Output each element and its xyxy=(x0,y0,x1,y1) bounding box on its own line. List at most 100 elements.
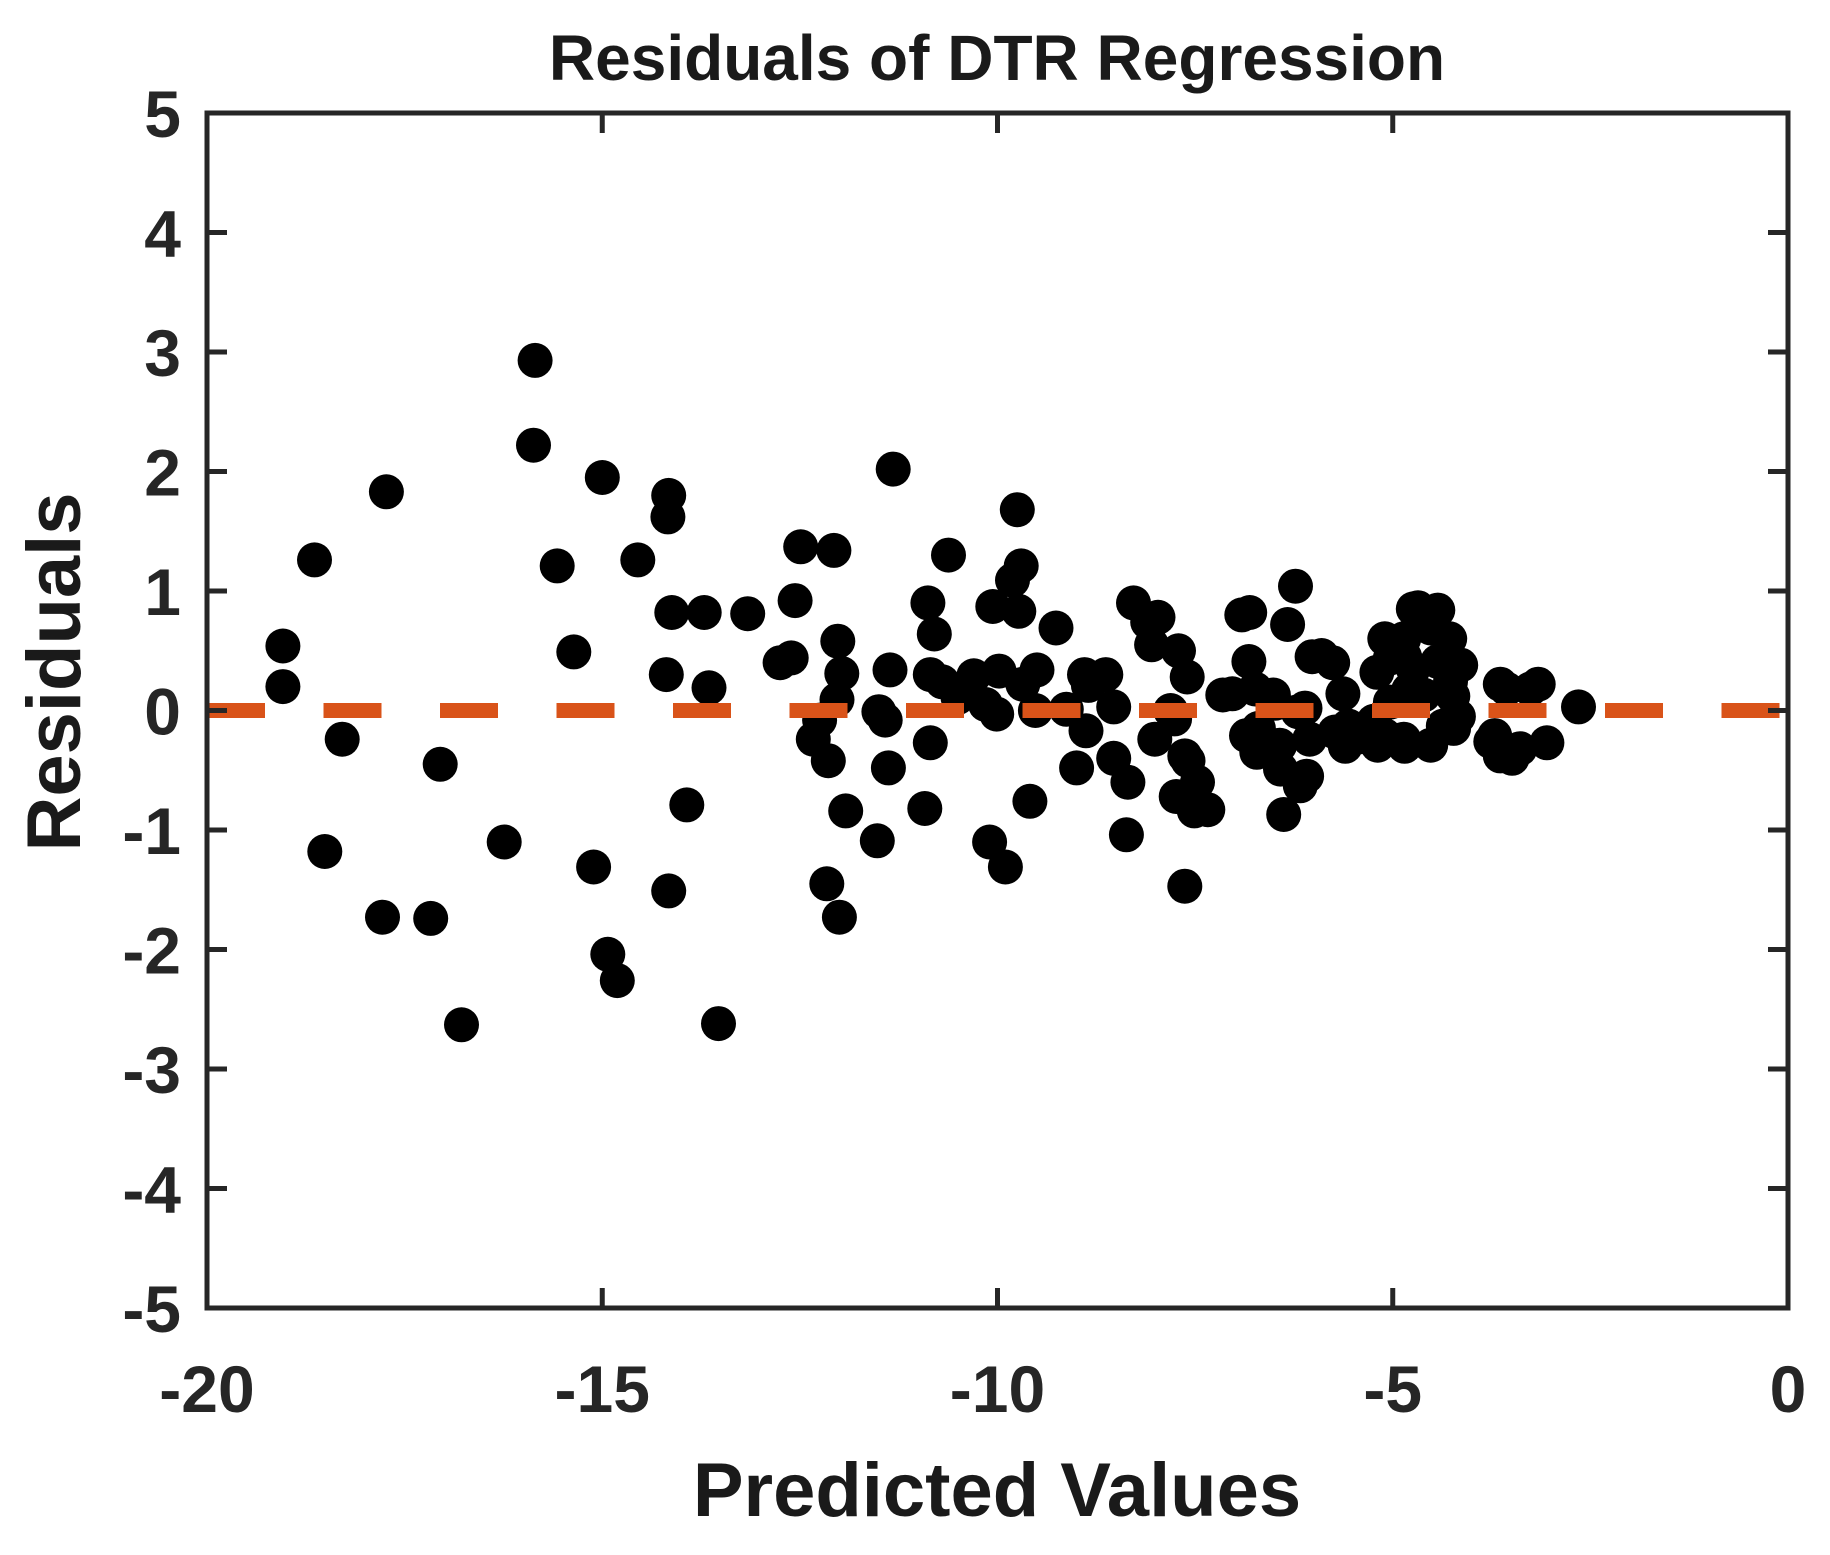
scatter-point xyxy=(1440,699,1476,734)
scatter-point xyxy=(651,873,687,909)
scatter-point xyxy=(979,696,1015,732)
y-tick-label: -1 xyxy=(122,794,181,868)
scatter-point xyxy=(307,834,343,869)
scatter-point xyxy=(1088,657,1124,693)
x-tick-label: -20 xyxy=(159,1352,254,1426)
y-tick-label: 2 xyxy=(144,436,181,510)
scatter-point xyxy=(1387,728,1423,764)
scatter-point xyxy=(620,542,656,578)
scatter-point xyxy=(987,849,1023,885)
y-tick-label: 0 xyxy=(144,675,181,749)
scatter-point xyxy=(556,634,592,670)
y-tick-label: -4 xyxy=(122,1153,181,1227)
scatter-point xyxy=(972,824,1008,860)
scatter-point xyxy=(1325,676,1361,712)
scatter-point xyxy=(1502,731,1538,767)
scatter-point xyxy=(820,623,856,659)
scatter-point xyxy=(1110,764,1146,800)
scatter-point xyxy=(654,595,690,630)
y-tick-label: -3 xyxy=(122,1033,181,1107)
scatter-point xyxy=(648,657,684,693)
x-tick-label: -15 xyxy=(555,1352,650,1426)
x-axis-label: Predicted Values xyxy=(693,1448,1301,1533)
scatter-point xyxy=(324,721,360,757)
scatter-point xyxy=(1059,750,1095,786)
y-axis-label: Residuals xyxy=(12,492,97,851)
scatter-point xyxy=(1231,644,1267,679)
scatter-point xyxy=(1169,659,1205,695)
scatter-point xyxy=(809,866,845,902)
scatter-point xyxy=(1108,817,1144,853)
scatter-point xyxy=(1529,725,1565,761)
y-tick-label: -2 xyxy=(122,914,181,988)
y-tick-label: 3 xyxy=(144,316,181,390)
scatter-point xyxy=(413,900,449,936)
scatter-point xyxy=(1140,599,1176,635)
scatter-point xyxy=(590,936,626,972)
scatter-point xyxy=(650,499,686,535)
scatter-point xyxy=(297,542,332,578)
scatter-point xyxy=(816,532,852,568)
scatter-point xyxy=(907,791,943,826)
x-tick-label: -5 xyxy=(1363,1352,1422,1426)
scatter-point xyxy=(1012,783,1048,819)
scatter-point xyxy=(516,427,551,463)
y-axis-ticks xyxy=(207,110,1788,1311)
scatter-point xyxy=(444,1007,479,1043)
scatter-point xyxy=(486,824,522,860)
scatter-point xyxy=(1190,792,1226,828)
scatter-point xyxy=(867,702,903,738)
scatter-point xyxy=(686,595,722,630)
scatter-point xyxy=(368,474,404,510)
scatter-point xyxy=(975,589,1011,624)
y-tick-label: 5 xyxy=(144,77,181,151)
scatter-point xyxy=(1096,689,1132,725)
scatter-point xyxy=(539,548,575,584)
x-axis-ticks xyxy=(204,113,1791,1308)
scatter-point xyxy=(730,596,766,632)
scatter-point xyxy=(916,616,952,652)
scatter-point xyxy=(1420,592,1456,628)
scatter-point xyxy=(669,787,705,823)
y-tick-label: 1 xyxy=(144,555,181,629)
scatter-point xyxy=(912,725,948,761)
scatter-point xyxy=(1001,593,1037,629)
scatter-point xyxy=(365,899,400,935)
scatter-point xyxy=(1270,607,1306,642)
scatter-point xyxy=(777,583,813,619)
scatter-point xyxy=(1019,652,1055,688)
scatter-point xyxy=(1289,758,1325,794)
scatter-point xyxy=(701,1006,736,1042)
y-tick-label: 4 xyxy=(144,197,181,271)
scatter-point xyxy=(265,628,301,664)
scatter-point xyxy=(824,656,860,691)
chart-title: Residuals of DTR Regression xyxy=(549,22,1445,94)
scatter-point xyxy=(1443,647,1479,683)
scatter-point xyxy=(1068,713,1104,749)
scatter-point xyxy=(870,750,906,786)
y-tick-label: -5 xyxy=(122,1272,181,1346)
scatter-point xyxy=(859,823,895,859)
scatter-point xyxy=(1432,621,1468,657)
scatter-point xyxy=(773,640,809,676)
scatter-point xyxy=(875,451,911,487)
scatter-point xyxy=(1038,610,1074,646)
scatter-point xyxy=(576,849,612,885)
scatter-point xyxy=(1561,689,1596,725)
scatter-point xyxy=(910,585,946,621)
scatter-point xyxy=(872,652,908,688)
scatter-point xyxy=(1232,595,1268,630)
scatter-point xyxy=(783,529,819,565)
scatter-point xyxy=(1315,645,1351,681)
scatter-point xyxy=(999,492,1035,528)
x-tick-label: -10 xyxy=(950,1352,1045,1426)
scatter-point xyxy=(599,963,635,999)
scatter-point xyxy=(691,670,727,706)
x-tick-label: 0 xyxy=(1770,1352,1807,1426)
scatter-point xyxy=(810,743,846,779)
scatter-point xyxy=(1266,797,1302,832)
scatter-point xyxy=(931,537,966,573)
scatter-point xyxy=(517,342,553,378)
scatter-point xyxy=(828,793,864,829)
